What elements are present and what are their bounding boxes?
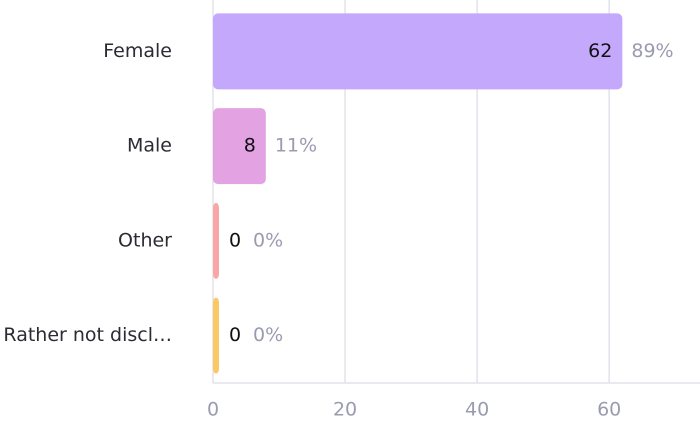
category-label: Rather not discl… [3, 324, 172, 346]
percentage-label: 0% [253, 229, 283, 251]
percentage-label: 89% [631, 40, 673, 62]
count-label: 0 [229, 229, 241, 251]
percentage-label: 0% [253, 324, 283, 346]
percentage-label: 11% [275, 135, 317, 157]
count-label: 8 [244, 135, 256, 157]
category-label: Other [118, 229, 172, 251]
x-tick-label: 40 [465, 399, 489, 421]
bar [213, 108, 266, 185]
x-tick-label: 20 [333, 399, 357, 421]
count-label: 62 [588, 40, 612, 62]
category-label: Female [103, 40, 172, 62]
x-tick-label: 60 [597, 399, 621, 421]
x-tick-label: 0 [207, 399, 219, 421]
category-label: Male [127, 135, 172, 157]
bar [213, 13, 623, 90]
bar [213, 297, 219, 374]
count-label: 0 [229, 324, 241, 346]
bar [213, 202, 219, 279]
